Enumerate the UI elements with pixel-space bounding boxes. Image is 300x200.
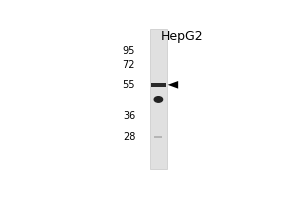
Bar — [151, 83, 166, 87]
Text: 55: 55 — [123, 80, 135, 90]
Text: 36: 36 — [123, 111, 135, 121]
Text: HepG2: HepG2 — [160, 30, 203, 43]
Text: 72: 72 — [123, 60, 135, 70]
Polygon shape — [168, 81, 178, 89]
Bar — [154, 136, 163, 138]
Bar — [150, 29, 167, 169]
Circle shape — [154, 97, 163, 102]
Text: 95: 95 — [123, 46, 135, 56]
Text: 28: 28 — [123, 132, 135, 142]
